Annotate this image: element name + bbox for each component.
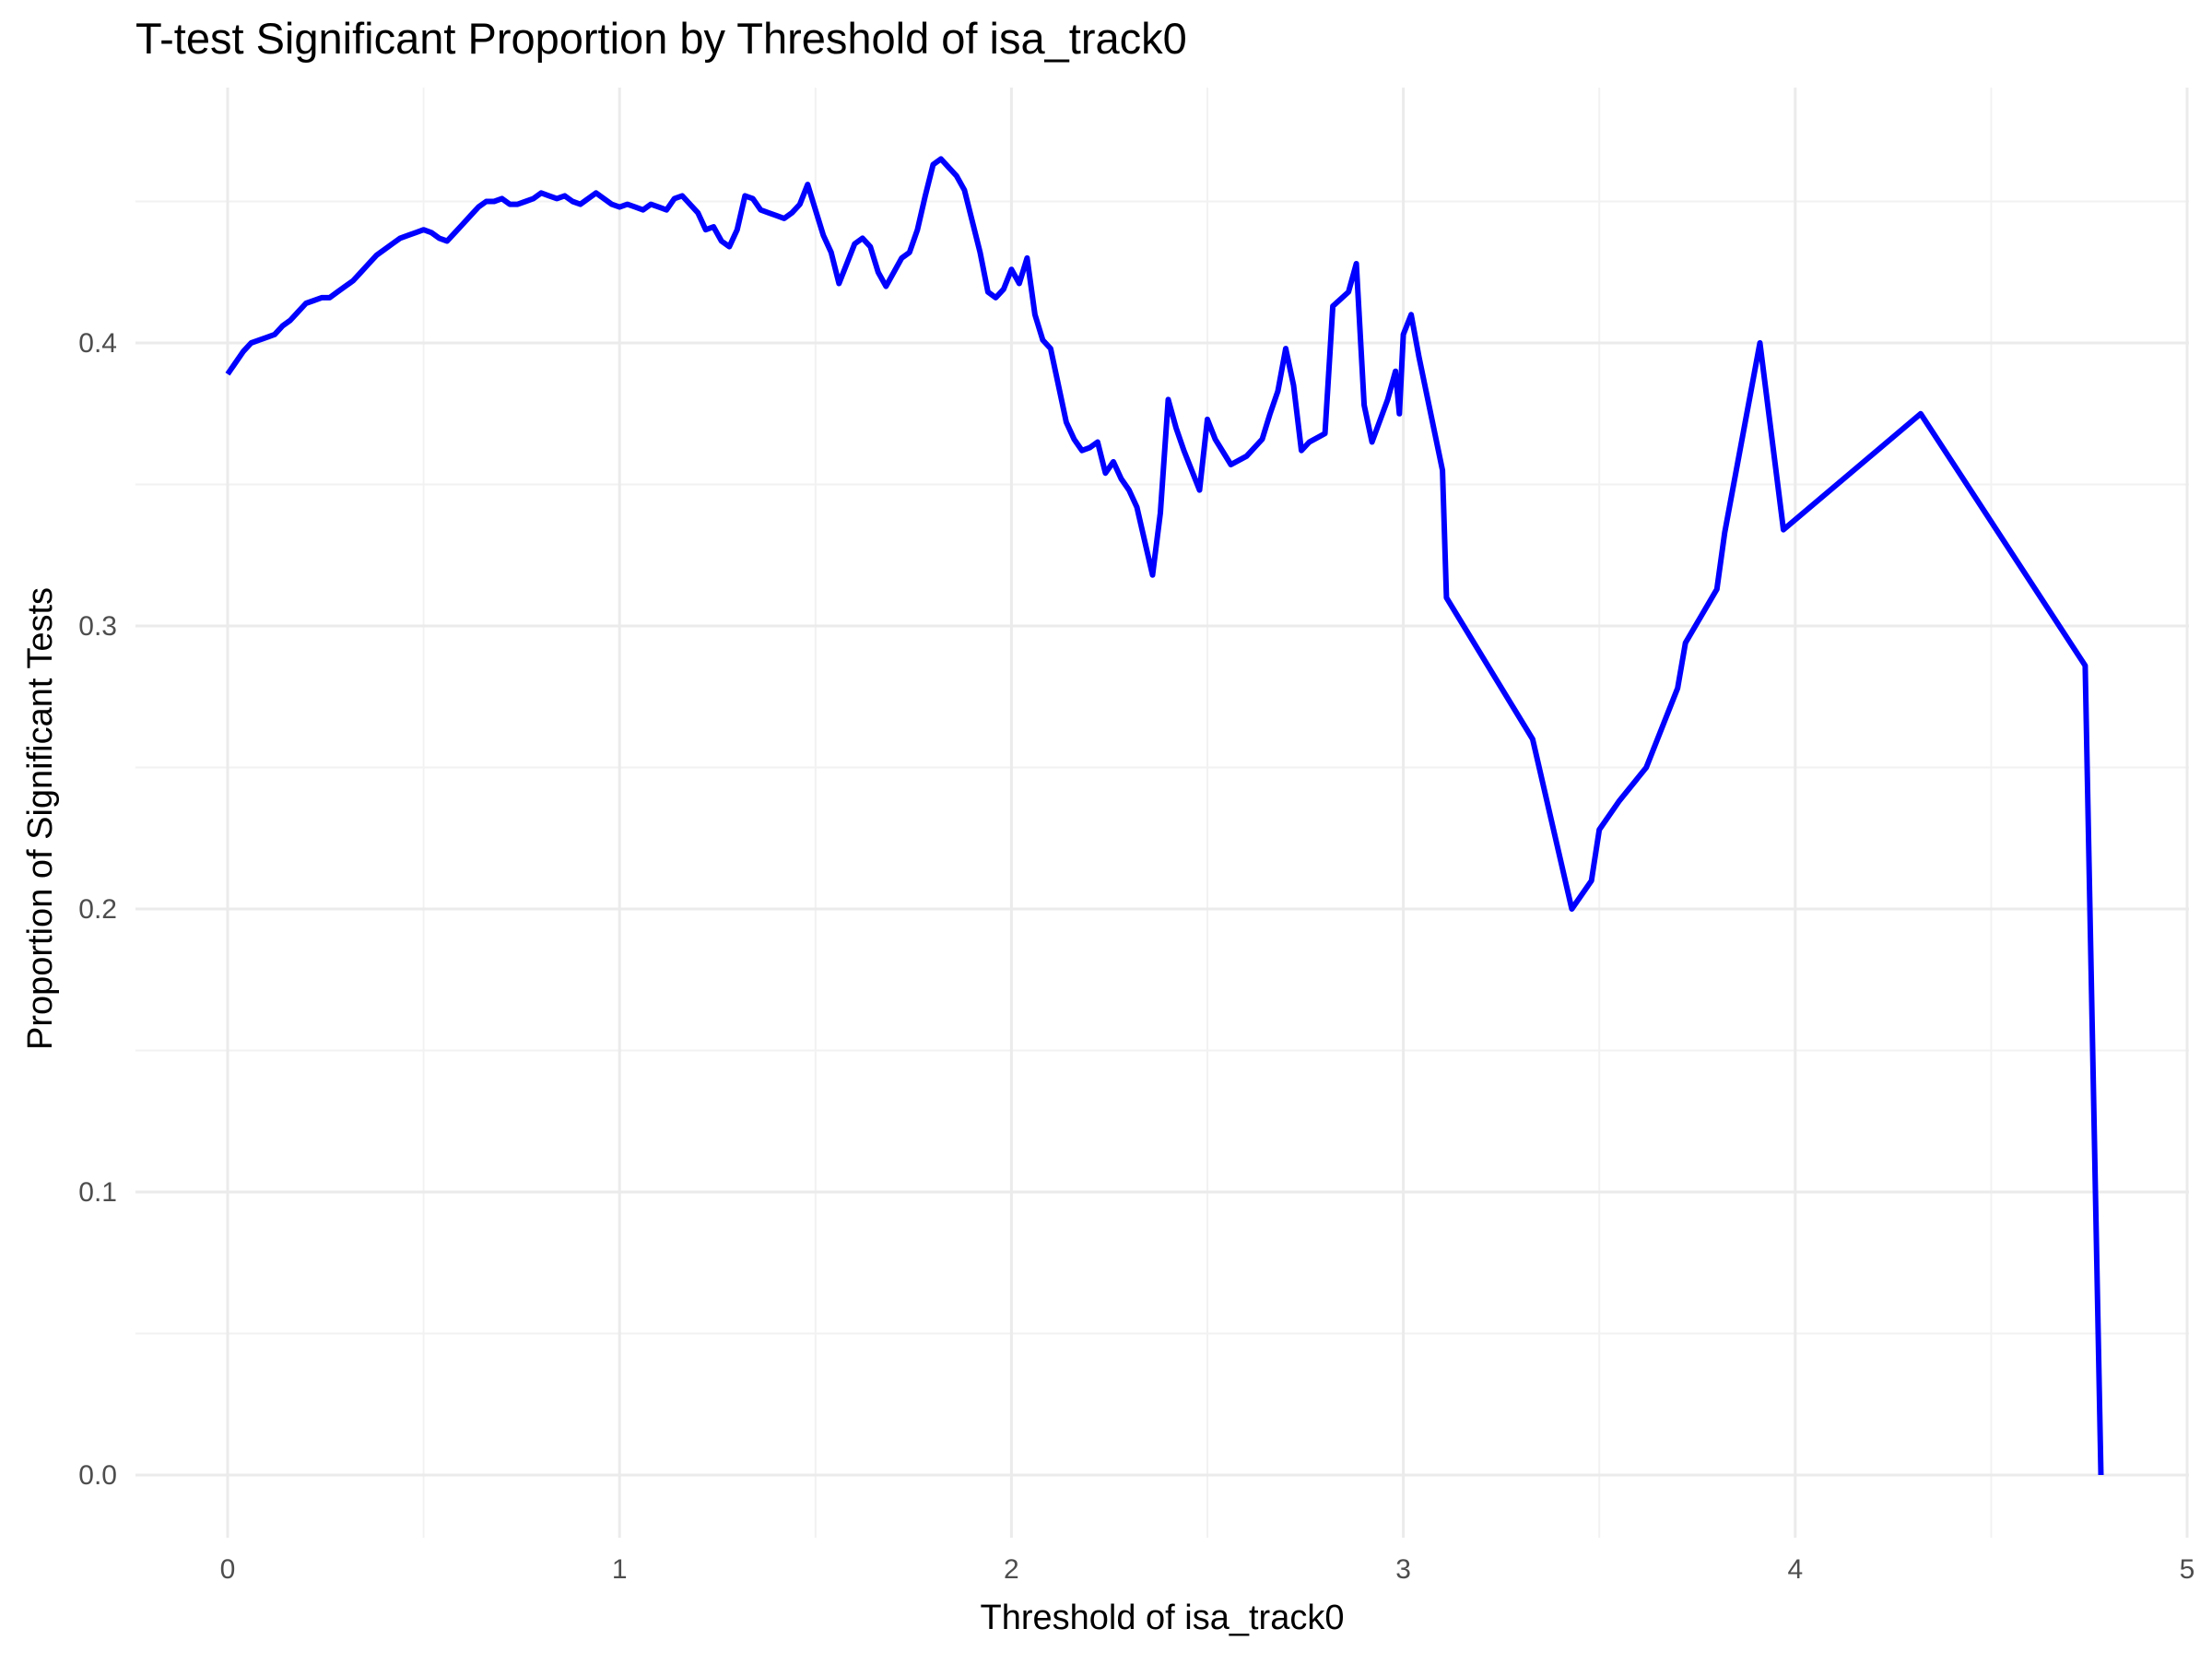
x-axis-title: Threshold of isa_track0 [981,1599,1345,1637]
y-tick-label: 0.3 [78,611,117,642]
y-tick-label: 0.2 [78,894,117,925]
y-axis-title: Proportion of Significant Tests [21,587,60,1050]
x-tick-label: 1 [612,1554,628,1585]
x-tick-label: 2 [1004,1554,1019,1585]
x-tick-label: 4 [1787,1554,1803,1585]
x-tick-label: 5 [2180,1554,2195,1585]
y-tick-label: 0.1 [78,1177,117,1208]
y-tick-label: 0.4 [78,328,117,359]
y-tick-label: 0.0 [78,1460,117,1491]
x-tick-label: 3 [1395,1554,1411,1585]
x-tick-label: 0 [220,1554,236,1585]
series-line [225,156,2104,1476]
tick-labels: 0 1 2 3 4 5 0.0 0.1 0.2 0.3 0.4 [78,328,2194,1585]
chart-title: T-test Significant Proportion by Thresho… [135,14,1187,63]
grid [135,88,2189,1538]
series-layer [225,156,2104,1476]
